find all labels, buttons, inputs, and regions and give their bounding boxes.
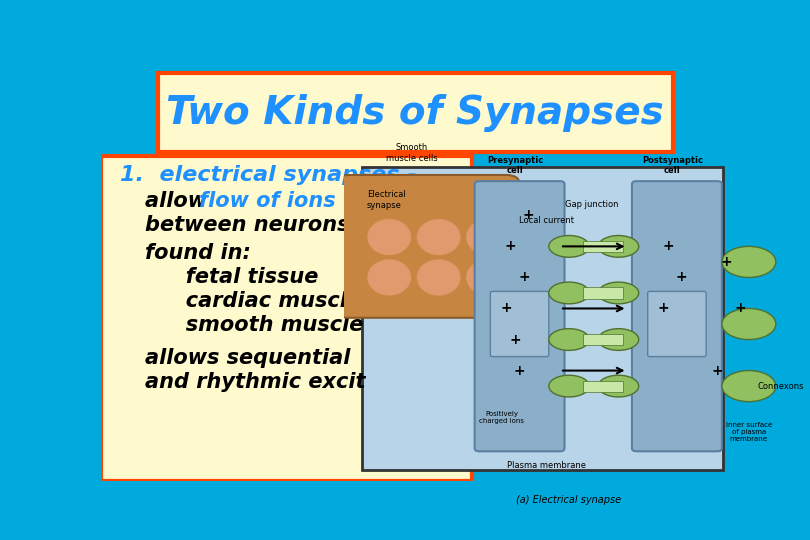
Text: +: + <box>676 271 687 285</box>
FancyBboxPatch shape <box>101 156 471 481</box>
Ellipse shape <box>549 282 589 304</box>
Text: Gap junction: Gap junction <box>565 200 618 209</box>
Ellipse shape <box>722 370 776 402</box>
Text: Postsynaptic
cell: Postsynaptic cell <box>642 156 703 175</box>
Text: and rhythmic excit: and rhythmic excit <box>145 372 365 392</box>
Text: Electrical
synapse: Electrical synapse <box>367 190 406 210</box>
FancyBboxPatch shape <box>582 241 623 252</box>
Text: 1.  electrical synapses -: 1. electrical synapses - <box>120 165 416 185</box>
FancyBboxPatch shape <box>582 381 623 392</box>
Ellipse shape <box>722 308 776 340</box>
FancyBboxPatch shape <box>582 287 623 299</box>
FancyBboxPatch shape <box>648 292 706 356</box>
Text: allows sequential: allows sequential <box>145 348 351 368</box>
Text: Smooth
muscle cells: Smooth muscle cells <box>386 143 437 163</box>
Text: Plasma membrane: Plasma membrane <box>507 461 586 470</box>
Ellipse shape <box>599 375 639 397</box>
Text: fetal tissue: fetal tissue <box>164 267 318 287</box>
Ellipse shape <box>416 218 461 255</box>
Ellipse shape <box>599 282 639 304</box>
Text: Positively
charged ions: Positively charged ions <box>479 410 524 424</box>
Text: +: + <box>721 255 732 269</box>
Text: Two Kinds of Synapses: Two Kinds of Synapses <box>166 93 664 132</box>
Text: +: + <box>518 271 530 285</box>
Ellipse shape <box>466 218 510 255</box>
FancyBboxPatch shape <box>362 167 723 470</box>
Text: cardiac muscle: cardiac muscle <box>164 291 361 311</box>
Ellipse shape <box>549 375 589 397</box>
Text: +: + <box>501 301 512 315</box>
Text: +: + <box>734 301 746 315</box>
Ellipse shape <box>722 246 776 278</box>
Text: Local current: Local current <box>519 215 574 225</box>
Text: +: + <box>509 333 521 347</box>
Text: +: + <box>522 208 535 222</box>
Ellipse shape <box>549 329 589 350</box>
Text: allow: allow <box>145 191 215 211</box>
FancyBboxPatch shape <box>632 181 722 451</box>
FancyBboxPatch shape <box>582 334 623 345</box>
Text: +: + <box>514 363 526 377</box>
Ellipse shape <box>599 329 639 350</box>
Text: +: + <box>711 363 723 377</box>
Text: (a) Electrical synapse: (a) Electrical synapse <box>517 495 621 505</box>
FancyBboxPatch shape <box>490 292 549 356</box>
Text: Inner surface
of plasma
membrane: Inner surface of plasma membrane <box>726 422 772 442</box>
Text: +: + <box>662 239 674 253</box>
Text: +: + <box>505 239 517 253</box>
Ellipse shape <box>599 235 639 257</box>
Text: flow of ions: flow of ions <box>198 191 335 211</box>
Ellipse shape <box>367 259 411 296</box>
Ellipse shape <box>466 259 510 296</box>
Text: between neurons: between neurons <box>145 215 350 235</box>
FancyBboxPatch shape <box>335 175 519 318</box>
Text: Presynaptic
cell: Presynaptic cell <box>487 156 544 175</box>
Text: smooth muscle: smooth muscle <box>164 315 364 335</box>
Text: +: + <box>658 301 669 315</box>
Ellipse shape <box>367 218 411 255</box>
Text: Connexons: Connexons <box>758 382 804 390</box>
Text: found in:: found in: <box>145 243 251 263</box>
FancyBboxPatch shape <box>475 181 565 451</box>
Ellipse shape <box>549 235 589 257</box>
FancyBboxPatch shape <box>158 73 672 152</box>
Ellipse shape <box>416 259 461 296</box>
